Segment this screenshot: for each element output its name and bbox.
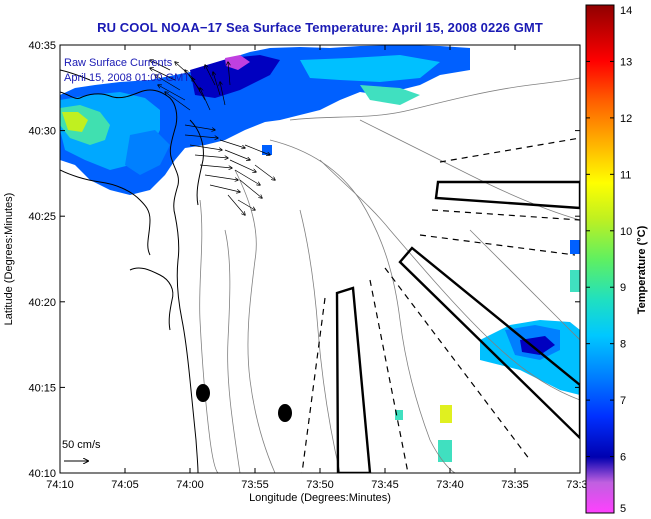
x-tick-label: 73:40	[436, 479, 464, 491]
sst-blob-blue	[125, 130, 170, 175]
y-tick-label: 40:15	[28, 382, 56, 394]
map-title: RU COOL NOAA−17 Sea Surface Temperature:…	[97, 20, 543, 35]
y-tick-label: 40:20	[28, 297, 56, 309]
currents-time: April 15, 2008 01:00 GMT	[64, 72, 190, 84]
y-tick-label: 40:30	[28, 126, 56, 138]
sst-blob-cyan	[300, 55, 440, 82]
sampling-box-south	[335, 286, 372, 473]
colorbar-gradient-bar	[585, 4, 615, 514]
plot-area: Raw Surface Currents April 15, 2008 01:0…	[60, 45, 580, 473]
y-tick-label: 40:25	[28, 211, 56, 223]
colorbar-tick-label: 13	[620, 56, 632, 68]
x-axis-label: Longitude (Degrees:Minutes)	[249, 492, 391, 504]
colorbar-tick-label: 10	[620, 226, 632, 238]
currents-label: Raw Surface Currents	[64, 57, 173, 69]
radial-dashed-lines	[301, 137, 580, 473]
buoy-marker-2	[278, 404, 292, 422]
x-tick-label: 73:50	[306, 479, 334, 491]
colorbar-tick-label: 14	[620, 5, 632, 17]
x-tick-label: 73:55	[241, 479, 269, 491]
sst-blob-offshore-6	[440, 405, 452, 423]
sst-field	[60, 45, 580, 462]
sst-blob-cold	[190, 55, 280, 98]
sst-blob-teal	[360, 85, 420, 105]
bathymetry-contours	[199, 77, 580, 473]
colorbar-tick-label: 9	[620, 282, 626, 294]
sst-blob-offshore-3	[520, 336, 555, 355]
y-tick-label: 40:10	[28, 468, 56, 480]
sst-blob-violet	[225, 55, 250, 70]
sst-blob-offshore-5	[570, 240, 580, 254]
coastline	[60, 69, 204, 473]
buoy-marker-1	[196, 384, 210, 402]
x-axis-ticks: 74:10 74:05 74:00 73:55 73:50 73:45 73:40 73:35…	[46, 45, 594, 491]
colorbar-tick-label: 6	[620, 452, 626, 464]
colorbar-tick-label: 5	[620, 503, 626, 515]
x-tick-label: 73:45	[371, 479, 399, 491]
colorbar-tick-label: 12	[620, 113, 632, 125]
x-tick-label: 74:00	[176, 479, 204, 491]
sampling-box-southeast	[398, 246, 580, 440]
sst-blob-offshore-7	[438, 440, 452, 462]
y-axis-ticks: 40:35 40:30 40:25 40:20 40:15 40:10	[28, 40, 580, 480]
sst-blob-offshore-4	[570, 270, 580, 292]
sampling-boxes	[335, 180, 580, 473]
colorbar-tick-label: 8	[620, 339, 626, 351]
y-axis-label: Latitude (Degrees:Minutes)	[3, 193, 15, 326]
x-tick-label: 74:10	[46, 479, 74, 491]
colorbar-label: Temperature (°C)	[636, 225, 648, 314]
sst-blob-offshore-9	[262, 145, 272, 155]
x-tick-label: 74:05	[111, 479, 139, 491]
scale-label: 50 cm/s	[62, 439, 101, 451]
x-tick-label: 73:35	[501, 479, 529, 491]
sampling-box-east	[434, 180, 580, 210]
colorbar-tick-label: 7	[620, 395, 626, 407]
sst-blob-offshore-8	[395, 410, 403, 420]
current-vectors	[150, 60, 275, 215]
colorbar-tick-label: 11	[620, 169, 631, 181]
sst-blob-warm-2	[62, 112, 88, 132]
colorbar: 14 13 12 11 10 9 8 7 6 5 Temperature (°C)	[585, 4, 648, 515]
y-tick-label: 40:35	[28, 40, 56, 52]
colorbar-ticks: 14 13 12 11 10 9 8 7 6 5	[586, 4, 632, 515]
